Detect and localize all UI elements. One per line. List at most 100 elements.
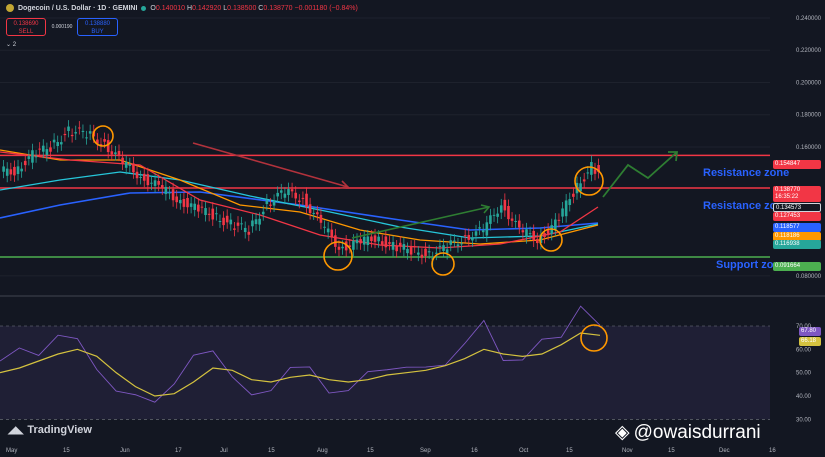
candle-body	[240, 223, 243, 225]
price-axis-tag: 0.118577	[773, 223, 821, 232]
ohlc-values: O0.140010 H0.142920 L0.138500 C0.138770 …	[150, 4, 358, 12]
candle-body	[16, 166, 20, 175]
candle-body	[56, 142, 59, 147]
tradingview-logo[interactable]: ◢◣ TradingView	[8, 424, 92, 436]
spread-value: 0.000190	[51, 24, 73, 30]
projection-arrow	[602, 151, 678, 198]
candle-body	[60, 142, 63, 145]
candle-body	[225, 215, 229, 223]
candle-body	[316, 212, 319, 215]
indicator-toggle[interactable]: ⌄ 2	[6, 42, 17, 48]
candle-body	[359, 239, 362, 244]
time-tick-label: Jul	[220, 448, 228, 454]
candle-body	[279, 190, 283, 193]
binance-logo-icon: ◈	[615, 422, 630, 443]
candle-body	[294, 192, 297, 199]
candle-body	[554, 219, 557, 230]
candle-body	[229, 219, 233, 225]
candle-body	[398, 242, 402, 247]
candle-body	[420, 254, 424, 258]
highlight-circle	[431, 252, 455, 276]
candle-body	[460, 243, 463, 245]
rsi-tick-label: 50.00	[796, 371, 812, 377]
candle-body	[370, 236, 373, 242]
candle-body	[395, 246, 398, 252]
candle-body	[45, 149, 49, 155]
ma-fast-line	[0, 151, 599, 249]
candle-body	[153, 180, 157, 186]
candle-body	[323, 226, 326, 228]
highlight-circle	[323, 241, 353, 271]
price-tick-label: 0.080000	[796, 274, 822, 280]
time-tick-label: 15	[566, 448, 573, 454]
candle-body	[593, 169, 597, 174]
candle-body	[99, 144, 103, 146]
candle-body	[481, 230, 485, 233]
candle-body	[70, 134, 74, 137]
sell-button[interactable]: 0.138690 SELL	[6, 18, 46, 36]
rsi-axis-tag: 67.80	[799, 327, 821, 336]
resistance-zone-label-upper: Resistance zone	[703, 167, 790, 179]
candle-body	[150, 182, 153, 184]
candle-body	[81, 130, 85, 132]
candle-body	[74, 132, 78, 134]
candle-body	[463, 235, 467, 237]
candle-body	[272, 200, 276, 206]
price-tick-label: 0.180000	[796, 113, 822, 119]
candle-body	[41, 145, 45, 152]
uptrend-arrow	[351, 206, 490, 239]
candle-body	[179, 199, 182, 204]
time-tick-label: 17	[175, 448, 182, 454]
price-axis-tag: 0.154847	[773, 160, 821, 169]
candle-body	[564, 200, 568, 217]
candle-body	[233, 228, 236, 230]
candle-body	[157, 180, 160, 185]
candle-body	[200, 206, 204, 208]
candle-body	[427, 251, 431, 253]
candle-body	[499, 205, 503, 213]
candle-body	[305, 193, 308, 208]
candle-body	[334, 235, 337, 247]
sell-label: SELL	[18, 29, 34, 35]
candle-body	[471, 238, 474, 241]
candle-body	[337, 246, 341, 250]
candle-body	[373, 235, 377, 242]
candle-body	[139, 176, 142, 178]
tradingview-mark-icon: ◢◣	[8, 424, 24, 436]
price-axis-tag: 16:35:22	[773, 193, 821, 202]
candle-body	[247, 231, 251, 235]
candle-body	[572, 193, 575, 197]
symbol-title[interactable]: Dogecoin / U.S. Dollar · 1D · GEMINI	[18, 4, 138, 12]
candle-body	[413, 246, 416, 248]
time-tick-label: 16	[769, 448, 776, 454]
price-axis-tag: 0.134573	[773, 203, 821, 212]
ma-mid-line	[0, 171, 599, 239]
candle-body	[52, 139, 56, 143]
resistance-zone-label-lower: Resistance zone	[703, 200, 790, 212]
candle-body	[27, 156, 31, 159]
candle-body	[132, 163, 135, 173]
uptrend-arrow-head	[480, 204, 491, 214]
candle-body	[539, 234, 543, 243]
candle-body	[348, 245, 352, 247]
time-tick-label: Nov	[622, 448, 633, 454]
candle-body	[521, 230, 525, 233]
price-axis-tag: 0.138770	[773, 186, 821, 195]
price-change: −0.001180 (−0.84%)	[294, 4, 358, 12]
candle-body	[193, 203, 197, 210]
candle-body	[290, 189, 294, 192]
candle-body	[308, 204, 312, 214]
candle-body	[546, 229, 550, 234]
buy-button[interactable]: 0.138880 BUY	[77, 18, 118, 36]
candle-body	[330, 229, 334, 238]
candle-body	[341, 246, 344, 249]
candle-body	[189, 203, 193, 207]
buy-label: BUY	[91, 29, 104, 35]
time-tick-label: Dec	[719, 448, 730, 454]
ma-short-line	[0, 149, 599, 245]
candle-body	[114, 152, 117, 155]
candle-body	[543, 232, 546, 238]
candle-body	[525, 229, 528, 238]
